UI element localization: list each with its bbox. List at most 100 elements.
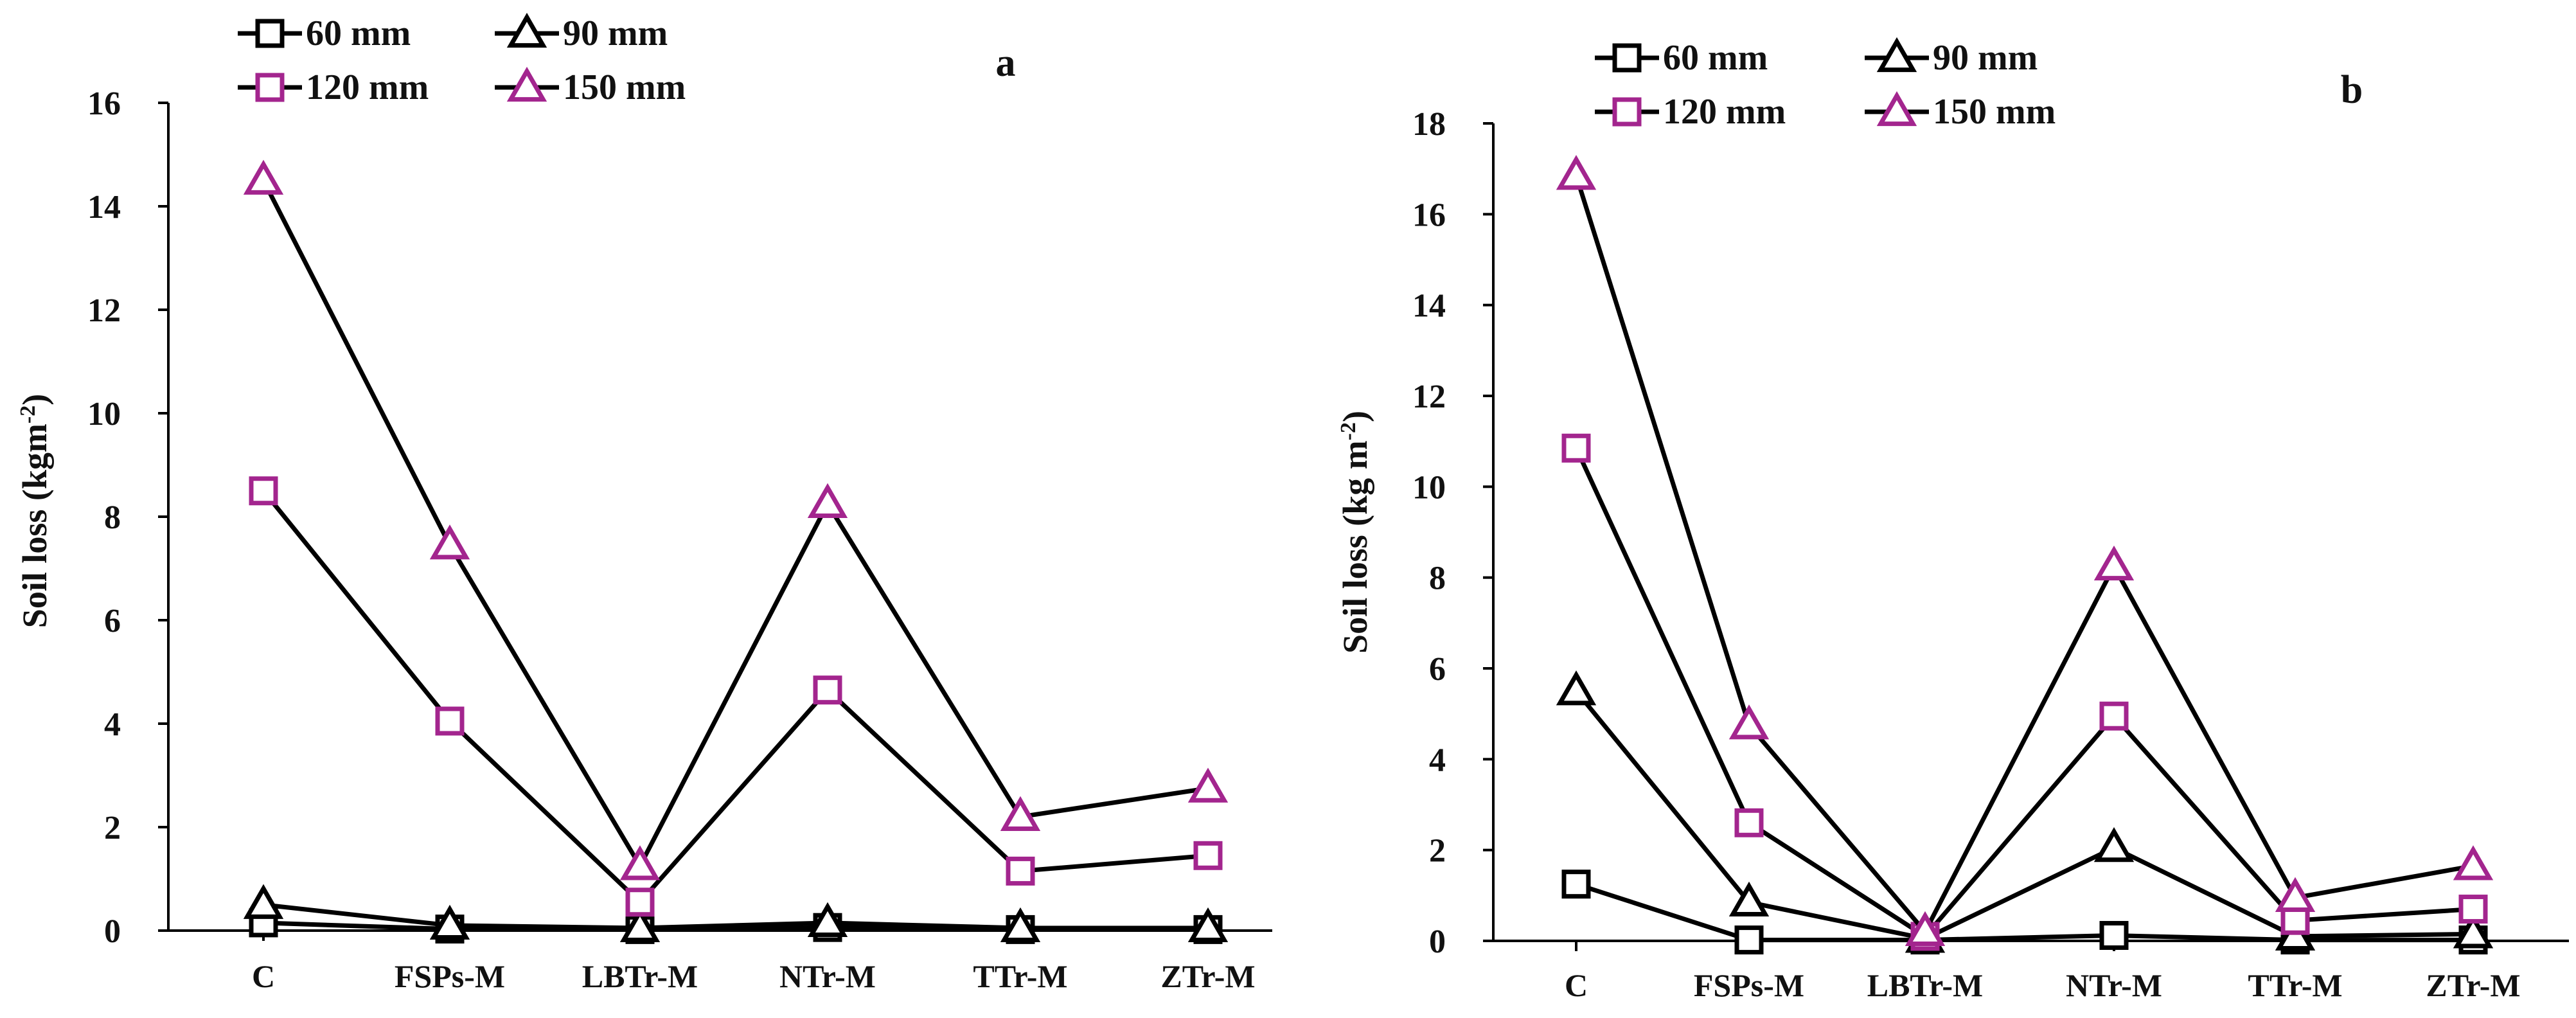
panel-a-legend-item: 90 mm <box>495 12 668 53</box>
panel-a-series-150-mm <box>243 159 1229 880</box>
panel-a-data-point <box>619 845 661 880</box>
panel-b-series-line <box>1575 882 2473 943</box>
panel-b-legend-label: 120 mm <box>1663 92 1786 132</box>
panel-a-x-tick-label: C <box>252 958 275 994</box>
panel-b-legend-label: 60 mm <box>1663 38 1768 78</box>
panel-b-legend-item: 60 mm <box>1595 38 1768 78</box>
panel-b-y-tick-label: 14 <box>1412 288 1446 325</box>
panel-a-data-point <box>807 483 848 518</box>
panel-b-data-point <box>2275 877 2316 912</box>
panel-a-data-point <box>435 706 465 736</box>
panel-b-data-point <box>2453 845 2494 880</box>
panel-a-series-line <box>263 902 1208 931</box>
panel-a-data-point <box>1193 841 1223 870</box>
panel-a-y-tick-label: 10 <box>87 396 121 433</box>
panel-a-y-tick-label: 2 <box>104 810 121 846</box>
panel-a-series-90-mm <box>243 884 1229 943</box>
panel-a-y-tick-label: 14 <box>87 189 121 226</box>
panel-b-data-point <box>2280 906 2310 935</box>
panel-a-data-point <box>813 675 842 705</box>
panel-a-series-120-mm <box>249 476 1223 917</box>
panel-b-legend-label: 150 mm <box>1933 92 2056 132</box>
panel-a-legend-marker <box>506 66 547 102</box>
panel-a-legend-label: 150 mm <box>563 67 686 107</box>
panel-b-data-point <box>2099 921 2129 951</box>
panel-b-series-120-mm <box>1561 433 2488 951</box>
panel-b-y-tick-label: 10 <box>1412 469 1446 506</box>
panel-b-legend-item: 120 mm <box>1595 92 1786 132</box>
panel-a-legend: 60 mm 90 mm 120 mm 150 mm <box>238 12 686 107</box>
panel-b-data-point <box>1728 881 1770 917</box>
panel-b-data-point <box>1556 155 1597 190</box>
panel-a-label: a <box>996 41 1016 85</box>
panel-b-label: b <box>2341 68 2363 112</box>
panel-b-y-tick-label: 8 <box>1429 560 1446 597</box>
panel-b-legend-marker <box>1612 43 1642 73</box>
panel-a-data-point <box>807 902 848 937</box>
panel-b-data-point <box>1734 925 1764 955</box>
panel-b-y-tick-label: 0 <box>1429 924 1446 960</box>
panel-b-x-tick-label: LBTr-M <box>1867 967 1984 1003</box>
panel-b-legend-marker <box>1612 97 1642 127</box>
panel-a-y-axis-label: Soil loss (kgm-2) <box>15 394 54 628</box>
panel-a-data-point <box>429 524 470 560</box>
panel-b-data-point <box>2099 701 2129 731</box>
panel-b-x-tick-label: FSPs-M <box>1694 967 1804 1003</box>
panel-a-legend-marker <box>506 12 547 48</box>
panel-a-legend-item: 120 mm <box>238 67 429 107</box>
panel-b-y-tick-label: 16 <box>1412 197 1446 233</box>
panel-b-data-point <box>1561 433 1591 463</box>
panel-a-x-tick-label: NTr-M <box>779 958 876 994</box>
panel-b-series-line <box>1574 447 2474 939</box>
panel-a-legend-item: 60 mm <box>238 13 411 53</box>
panel-b-data-point <box>1728 704 1770 740</box>
panel-b-y-tick-label: 6 <box>1429 651 1446 688</box>
panel-b-legend-item: 90 mm <box>1865 37 2038 78</box>
panel-a-legend-label: 60 mm <box>306 13 411 53</box>
panel-a-data-point <box>243 159 284 195</box>
panel-a-x-tick-label: FSPs-M <box>395 958 505 994</box>
panel-b-legend-item: 150 mm <box>1865 91 2056 132</box>
panel-b-x-tick-label: ZTr-M <box>2426 967 2520 1003</box>
panel-a-data-point <box>1006 856 1035 886</box>
panel-a-data-point <box>249 476 278 506</box>
panel-a-x-tick-label: LBTr-M <box>582 958 698 994</box>
panel-a-y-tick-label: 12 <box>87 292 121 329</box>
panel-a-series-line <box>261 179 1209 868</box>
panel-b-y-axis-label: Soil loss (kg m-2) <box>1336 411 1374 654</box>
panel-a-legend-marker <box>255 19 285 48</box>
panel-a-y-tick-label: 4 <box>104 706 121 743</box>
panel-b-chart: Soil loss (kg m-2) b 0 2 4 6 8 10 12 14 16 18 C FSP… <box>1336 37 2569 1003</box>
panel-a-data-point <box>619 907 661 943</box>
panel-b-y-tick-label: 12 <box>1412 379 1446 415</box>
panel-b-data-point <box>1734 808 1764 837</box>
panel-a-data-point <box>1187 907 1229 943</box>
panel-b-data-point <box>1561 870 1591 899</box>
panel-b-data-point <box>2458 895 2488 924</box>
panel-a-data-point <box>1187 767 1229 803</box>
panel-a-x-tick-label: TTr-M <box>973 958 1067 994</box>
panel-b-y-tick-label: 2 <box>1429 833 1446 870</box>
panel-a-x-tick-label: ZTr-M <box>1160 958 1255 994</box>
panel-b-series-line <box>1574 175 2474 934</box>
panel-b-data-point <box>2093 826 2135 862</box>
panel-a-legend-marker <box>255 73 285 102</box>
panel-a-series-line <box>262 489 1209 905</box>
panel-b-data-point <box>1905 911 1946 946</box>
panel-a-data-point <box>1000 796 1041 831</box>
panel-b-data-point <box>2453 913 2494 949</box>
panel-b-x-tick-label: TTr-M <box>2248 967 2342 1003</box>
panel-b-series-150-mm <box>1556 155 2494 946</box>
panel-b-y-tick-label: 18 <box>1412 106 1446 143</box>
panel-b-x-tick-label: C <box>1565 967 1588 1003</box>
panel-a-y-tick-label: 0 <box>104 913 121 950</box>
panel-b-data-point <box>2093 545 2135 581</box>
panel-a-y-tick-label: 6 <box>104 603 121 639</box>
panel-b-legend-marker <box>1876 37 1917 73</box>
panel-a-legend-label: 120 mm <box>306 67 429 107</box>
panel-b-data-point <box>1556 670 1597 706</box>
panel-a-legend-item: 150 mm <box>495 66 686 107</box>
panel-a-chart: Soil loss (kgm-2) a 0 2 4 6 8 10 12 14 16 C FSPs-M… <box>15 12 1272 994</box>
panel-a-data-point <box>243 884 284 919</box>
